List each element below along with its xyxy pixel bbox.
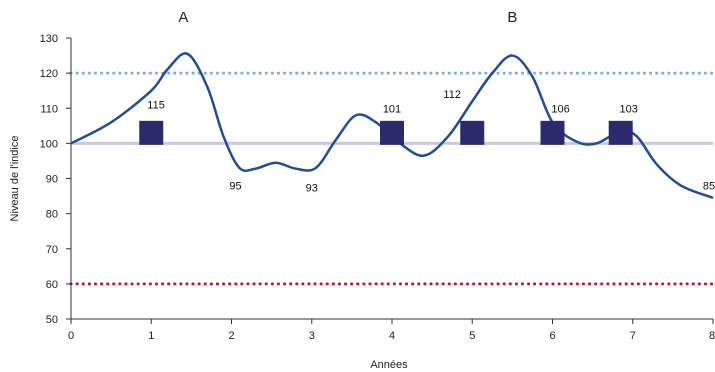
x-tick-label: 5 — [469, 330, 475, 342]
x-axis-title: Années — [370, 359, 408, 371]
x-tick-label: 2 — [228, 330, 234, 342]
x-tick-label: 8 — [709, 330, 715, 342]
labels: 115 95 93 101 112 106 103 85 A B — [147, 9, 715, 194]
y-tick-label: 130 — [40, 33, 58, 45]
data-label: 93 — [306, 182, 318, 194]
data-label: 101 — [383, 103, 401, 115]
x-tick-label: 4 — [389, 330, 395, 342]
x-tick-label: 1 — [148, 330, 154, 342]
axes: 50 60 70 80 90 100 110 120 130 0 1 2 3 4 5 6 7 8 — [40, 33, 715, 342]
y-tick-label: 80 — [46, 209, 58, 221]
y-axis-title: Niveau de l'indice — [9, 136, 21, 222]
x-tick-label: 7 — [630, 330, 636, 342]
square-marker — [608, 120, 633, 145]
y-tick-label: 120 — [40, 68, 58, 80]
square-marker — [540, 120, 565, 145]
y-tick-label: 90 — [46, 174, 58, 186]
data-label: 115 — [147, 100, 165, 112]
region-label: A — [178, 9, 188, 26]
data-label: 95 — [229, 181, 241, 193]
y-tick-label: 50 — [46, 314, 58, 326]
data-label: 103 — [620, 103, 638, 115]
region-label: B — [507, 9, 517, 26]
y-tick-label: 60 — [46, 279, 58, 291]
markers — [139, 120, 633, 145]
x-tick-label: 3 — [309, 330, 315, 342]
y-tick-label: 100 — [40, 138, 58, 150]
x-tick-label: 0 — [68, 330, 74, 342]
square-marker — [380, 120, 404, 145]
y-tick-label: 110 — [40, 103, 58, 115]
data-label: 106 — [551, 103, 569, 115]
square-marker — [139, 120, 164, 145]
x-tick-label: 6 — [549, 330, 555, 342]
data-label: 85 — [703, 181, 715, 193]
data-label: 112 — [443, 89, 461, 101]
square-marker — [460, 120, 485, 145]
y-tick-label: 70 — [46, 244, 58, 256]
